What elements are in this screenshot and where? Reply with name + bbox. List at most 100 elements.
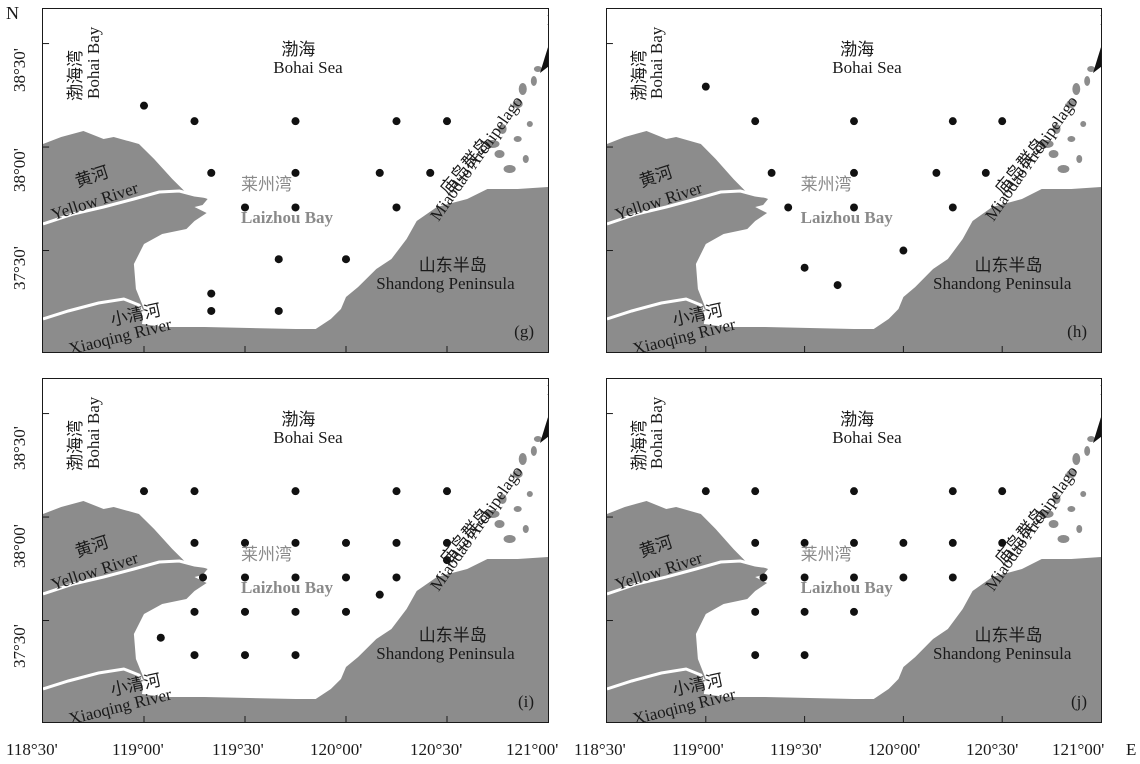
x-tick-120-30-b: 120°30': [966, 740, 1019, 759]
station-dot: [291, 607, 300, 616]
label-bohai-sea-cn: 渤海: [281, 410, 316, 429]
x-tick-119-30-b: 119°30': [770, 740, 822, 759]
y-tick-37-30-top: 37°30': [10, 246, 29, 290]
station-dot: [190, 651, 199, 660]
miaodao-island-9: [1057, 535, 1070, 543]
miaodao-island-5: [485, 140, 500, 148]
label-laizhou-bay-en: Laizhou Bay: [240, 578, 334, 597]
miaodao-island-8: [522, 525, 529, 533]
miaodao-island-1: [1072, 83, 1081, 95]
station-dot: [850, 607, 858, 616]
station-dot: [207, 289, 216, 298]
miaodao-island-7: [1080, 491, 1087, 497]
station-dot: [274, 255, 283, 264]
station-dot: [392, 487, 401, 496]
station-dot: [240, 538, 250, 547]
west-coast-land: [43, 131, 296, 352]
station-dot: [751, 607, 760, 616]
shandong-land: [295, 557, 548, 722]
map-canvas: [607, 43, 1101, 352]
label-shandong-cn: 山东半岛: [418, 256, 487, 275]
station-dot: [291, 573, 300, 582]
miaodao-island-5: [1039, 510, 1054, 518]
miaodao-island-9: [503, 535, 516, 543]
y-axis-north-label: N: [6, 3, 19, 23]
station-dot: [375, 168, 384, 177]
station-dot: [850, 573, 858, 582]
station-dot: [207, 306, 216, 315]
station-dot: [998, 487, 1007, 496]
miaodao-island-11: [1067, 136, 1076, 142]
label-laizhou-bay-en: Laizhou Bay: [240, 208, 334, 227]
station-dot: [392, 538, 401, 547]
station-dot: [190, 487, 199, 496]
west-coast-land: [43, 501, 296, 722]
label-bohai-bay-en: Bohai Bay: [647, 26, 667, 99]
station-dot: [701, 487, 710, 496]
xiaoqing-river-line: [607, 667, 708, 691]
station-dot: [139, 101, 149, 110]
y-tick-38-30-bottom: 38°30': [10, 426, 29, 470]
station-dot: [981, 168, 990, 177]
map-canvas: [607, 413, 1101, 722]
miaodao-island-4: [498, 124, 507, 134]
station-dot: [190, 607, 199, 616]
miaodao-island-4: [1052, 494, 1061, 504]
station-dot: [800, 263, 809, 272]
y-tick-38-00-top: 38°00': [10, 148, 29, 192]
station-dot: [800, 651, 809, 660]
label-bohai-sea-en: Bohai Sea: [273, 428, 343, 447]
station-dot: [156, 633, 165, 642]
shandong-land: [854, 557, 1101, 722]
station-dot: [948, 117, 957, 126]
station-dot: [207, 168, 216, 177]
station-dot: [751, 117, 760, 126]
label-bohai-sea-en: Bohai Sea: [273, 58, 343, 77]
label-bohai-bay-cn: 渤海湾: [629, 420, 649, 471]
miaodao-island-10: [1087, 66, 1096, 72]
station-dot: [341, 255, 351, 264]
x-axis-east-label: E: [1126, 740, 1137, 759]
label-laizhou-bay-en: Laizhou Bay: [800, 578, 893, 597]
station-dot: [767, 168, 776, 177]
label-shandong-en: Shandong Peninsula: [376, 644, 515, 663]
xiaoqing-river-line: [43, 667, 146, 691]
miaodao-island-2: [1084, 446, 1091, 456]
station-dot: [948, 573, 957, 582]
station-dot: [701, 82, 710, 91]
station-dot: [899, 246, 908, 255]
station-dot: [291, 538, 300, 547]
miaodao-island-7: [526, 121, 533, 127]
x-tick-120-00-b: 120°00': [868, 740, 921, 759]
station-dot: [375, 590, 384, 599]
station-dot: [800, 607, 809, 616]
station-dot: [850, 487, 858, 496]
station-dot: [800, 573, 809, 582]
station-dot: [198, 573, 208, 582]
station-dot: [291, 487, 300, 496]
miaodao-island-3: [512, 470, 523, 478]
miaodao-island-2: [530, 76, 537, 86]
station-dot: [291, 168, 300, 177]
yellow-river-line: [43, 189, 210, 226]
north-letter: N: [1100, 13, 1101, 30]
miaodao-island-2: [1084, 76, 1091, 86]
map-canvas: [43, 43, 548, 352]
label-shandong-cn: 山东半岛: [418, 626, 487, 645]
x-tick-121-00-b: 121°00': [1052, 740, 1105, 759]
station-dot: [784, 203, 793, 212]
label-laizhou-bay-cn: 莱州湾: [800, 545, 852, 564]
label-laizhou-bay-cn: 莱州湾: [240, 175, 292, 194]
miaodao-island-9: [503, 165, 516, 173]
y-tick-38-30-top: 38°30': [10, 48, 29, 92]
station-dot: [274, 306, 283, 315]
miaodao-island-6: [1048, 150, 1059, 158]
west-coast-land: [607, 501, 855, 722]
x-tick-120-30-a: 120°30': [410, 740, 463, 759]
station-dot: [932, 168, 941, 177]
miaodao-island-8: [1076, 155, 1083, 163]
x-tick-119-00-a: 119°00': [112, 740, 164, 759]
label-laizhou-bay-cn: 莱州湾: [240, 545, 292, 564]
label-laizhou-bay-cn: 莱州湾: [800, 175, 852, 194]
miaodao-island-7: [526, 491, 533, 497]
